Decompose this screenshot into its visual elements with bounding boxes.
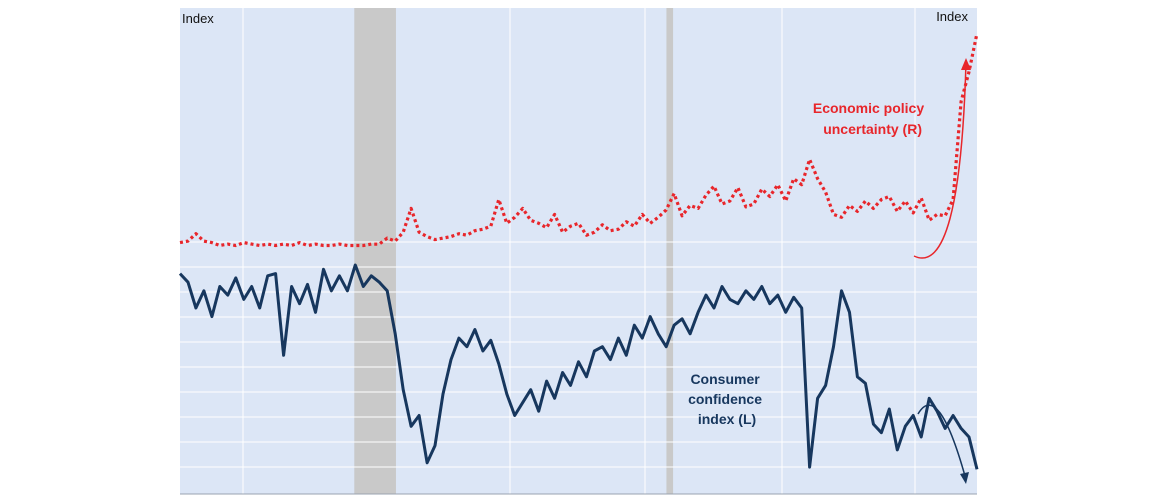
- recession-bands: [354, 8, 674, 494]
- recession-band-1: [354, 8, 396, 494]
- left-axis-label: Index: [182, 11, 214, 26]
- uncertainty-arrowhead: [961, 58, 971, 70]
- uncertainty-annotation: Economic policy uncertainty (R): [813, 100, 928, 137]
- confidence-annotation: Consumer confidence index (L): [688, 371, 766, 427]
- plot-background: [180, 8, 977, 494]
- gridlines: [180, 8, 977, 494]
- recession-band-2: [666, 8, 674, 494]
- uncertainty-forecast-arrow: [913, 61, 967, 259]
- consumer-confidence-line: [178, 263, 979, 470]
- series-layer: [178, 32, 979, 470]
- right-axis-label: Index: [936, 9, 968, 24]
- forecast-arrows: [913, 58, 971, 484]
- policy-uncertainty-line: [179, 32, 979, 248]
- confidence-forecast-arrow: [917, 404, 966, 477]
- confidence-arrowhead: [960, 472, 969, 484]
